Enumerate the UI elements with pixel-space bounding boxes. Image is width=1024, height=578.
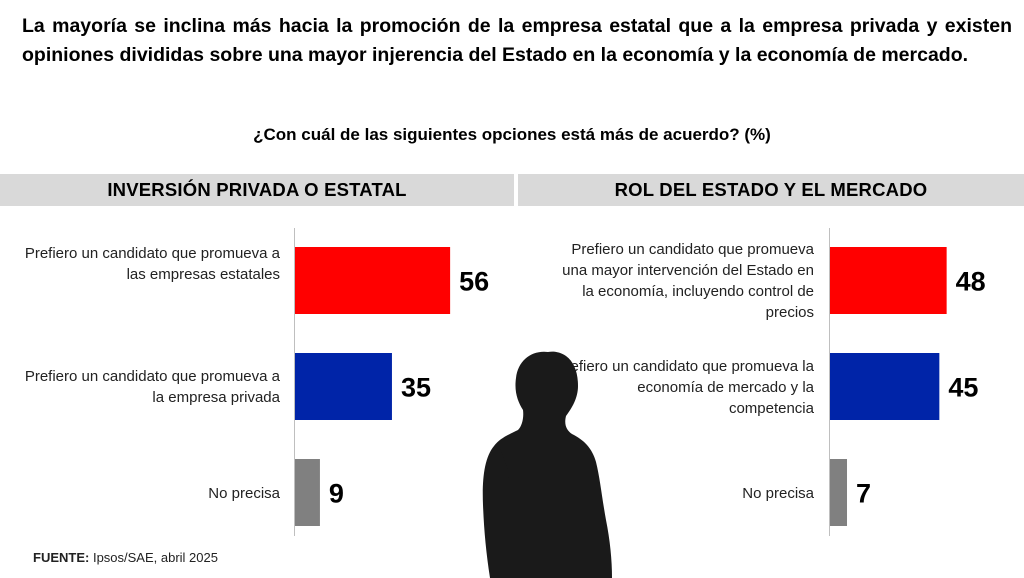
bar-inversion-2 (295, 353, 392, 420)
source-label: FUENTE: (33, 550, 90, 565)
bar-inversion-1 (295, 247, 451, 314)
bar-rol-estado-1 (830, 247, 947, 314)
data-label-inversion-1: 56 (459, 267, 489, 297)
axis-line-right (829, 228, 830, 536)
category-label-empresa-privada: Prefiero un candidato que promueva a la … (24, 368, 280, 406)
data-label-inversion-3: 9 (329, 479, 344, 509)
bar-inversion-3 (295, 459, 320, 526)
axis-line-left (294, 228, 295, 536)
data-label-inversion-2: 35 (401, 373, 431, 403)
category-label-intervencion-estado: Prefiero un candidato que promueva una m… (562, 241, 814, 321)
panel-title-inversion: INVERSIÓN PRIVADA O ESTATAL (0, 174, 514, 206)
source-note: FUENTE: Ipsos/SAE, abril 2025 (33, 550, 218, 565)
chart-question: ¿Con cuál de las siguientes opciones est… (253, 125, 771, 144)
category-label-no-precisa-right: No precisa (742, 485, 814, 502)
category-label-no-precisa-left: No precisa (208, 485, 280, 502)
data-label-rol-estado-1: 48 (956, 267, 986, 297)
headline: La mayoría se inclina más hacia la promo… (22, 15, 1012, 66)
source-text: Ipsos/SAE, abril 2025 (89, 550, 218, 565)
panel-title-rol-estado: ROL DEL ESTADO Y EL MERCADO (518, 174, 1024, 206)
category-label-economia-mercado: Prefiero un candidato que promueva la ec… (555, 358, 814, 417)
bar-rol-estado-2 (830, 353, 940, 420)
data-label-rol-estado-3: 7 (856, 479, 871, 509)
category-label-empresas-estatales: Prefiero un candidato que promueva a las… (24, 245, 280, 283)
data-label-rol-estado-2: 45 (948, 373, 978, 403)
bar-rol-estado-3 (830, 459, 848, 526)
